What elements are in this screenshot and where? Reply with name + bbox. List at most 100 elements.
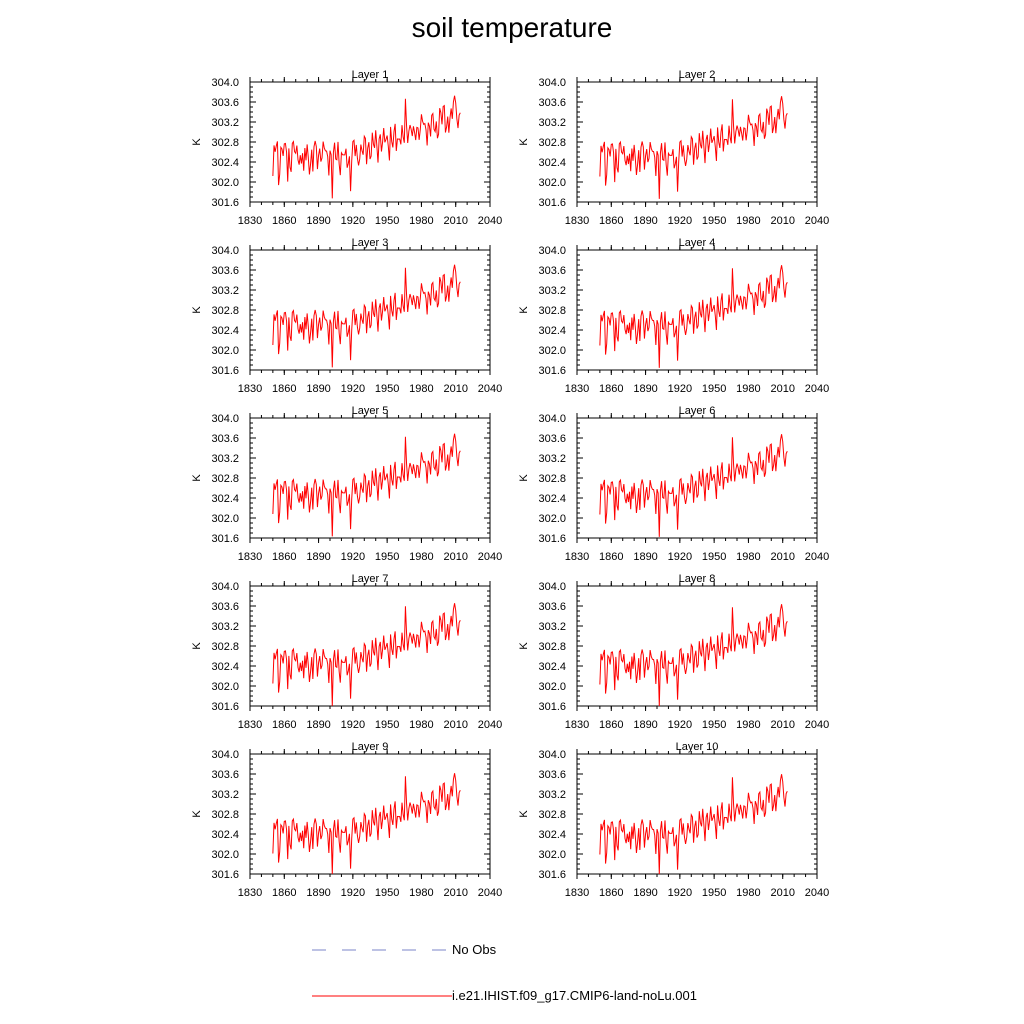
x-tick-label: 1950 xyxy=(702,719,726,731)
y-axis-label: K xyxy=(518,642,530,650)
y-tick-label: 301.6 xyxy=(211,869,239,881)
x-tick-label: 1920 xyxy=(341,719,365,731)
plot-frame xyxy=(576,585,818,707)
y-tick-label: 302.0 xyxy=(211,345,239,357)
y-tick-label: 302.0 xyxy=(211,177,239,189)
x-tick-label: 1920 xyxy=(668,215,692,227)
y-tick-label: 303.2 xyxy=(211,621,239,633)
x-tick-label: 2010 xyxy=(443,383,467,395)
x-tick-label: 1860 xyxy=(599,551,623,563)
y-tick-label: 301.6 xyxy=(538,533,566,545)
panel-title: Layer 10 xyxy=(676,741,719,753)
y-tick-label: 302.4 xyxy=(538,661,566,673)
y-tick-label: 303.2 xyxy=(211,453,239,465)
x-tick-label: 1890 xyxy=(633,887,657,899)
panel-layer-4: Layer 4 301.6 302.0 302.4 302.8 303.2 303.6 304… xyxy=(518,237,829,395)
y-tick-label: 302.4 xyxy=(211,661,239,673)
y-tick-label: 303.2 xyxy=(211,117,239,129)
x-tick-label: 1980 xyxy=(409,383,433,395)
x-tick-label: 1830 xyxy=(238,887,262,899)
x-tick-label: 1950 xyxy=(702,383,726,395)
series-line xyxy=(272,773,461,875)
x-tick-label: 2010 xyxy=(770,551,794,563)
x-tick-label: 1950 xyxy=(702,551,726,563)
x-tick-label: 2010 xyxy=(443,887,467,899)
series-line xyxy=(599,265,788,368)
legend-no-obs-line xyxy=(312,949,452,951)
panel-layer-8: Layer 8 301.6 302.0 302.4 302.8 303.2 303.6 304… xyxy=(518,573,829,731)
y-axis-label: K xyxy=(518,474,530,482)
panel-title: Layer 6 xyxy=(679,405,716,417)
y-tick-label: 302.0 xyxy=(538,681,566,693)
y-tick-label: 303.2 xyxy=(538,453,566,465)
y-tick-label: 301.6 xyxy=(538,701,566,713)
y-tick-label: 303.6 xyxy=(211,97,239,109)
y-tick-label: 302.0 xyxy=(538,345,566,357)
y-tick-label: 301.6 xyxy=(538,869,566,881)
y-tick-label: 302.4 xyxy=(538,829,566,841)
y-tick-label: 303.2 xyxy=(211,789,239,801)
x-tick-label: 2040 xyxy=(805,887,829,899)
y-tick-label: 302.8 xyxy=(538,641,566,653)
plot-frame xyxy=(576,753,818,875)
y-tick-label: 301.6 xyxy=(538,365,566,377)
plot-frame xyxy=(249,753,491,875)
x-tick-label: 1950 xyxy=(375,551,399,563)
x-tick-label: 1980 xyxy=(409,887,433,899)
legend-no-obs-label: No Obs xyxy=(452,942,497,957)
x-tick-label: 1830 xyxy=(565,551,589,563)
panel-title: Layer 5 xyxy=(352,405,389,417)
y-tick-label: 302.8 xyxy=(538,809,566,821)
x-tick-label: 1860 xyxy=(272,887,296,899)
y-tick-label: 302.8 xyxy=(211,305,239,317)
x-tick-label: 2010 xyxy=(443,551,467,563)
y-tick-label: 304.0 xyxy=(211,413,239,425)
y-tick-label: 303.2 xyxy=(211,285,239,297)
y-tick-label: 304.0 xyxy=(538,749,566,761)
y-tick-label: 302.4 xyxy=(211,829,239,841)
x-tick-label: 1950 xyxy=(702,215,726,227)
x-tick-label: 2010 xyxy=(770,719,794,731)
x-tick-label: 1860 xyxy=(272,551,296,563)
y-tick-label: 303.6 xyxy=(211,601,239,613)
y-axis-label: K xyxy=(191,138,203,146)
x-tick-label: 2040 xyxy=(478,887,502,899)
y-tick-label: 302.8 xyxy=(211,137,239,149)
x-tick-label: 1890 xyxy=(633,719,657,731)
x-tick-label: 1920 xyxy=(668,719,692,731)
series-line xyxy=(599,434,788,537)
y-tick-label: 303.6 xyxy=(538,433,566,445)
y-tick-label: 304.0 xyxy=(538,581,566,593)
x-tick-label: 1830 xyxy=(238,551,262,563)
y-tick-label: 303.2 xyxy=(538,285,566,297)
y-tick-label: 303.6 xyxy=(211,769,239,781)
x-tick-label: 1890 xyxy=(306,383,330,395)
x-tick-label: 1980 xyxy=(736,887,760,899)
y-tick-label: 301.6 xyxy=(211,197,239,209)
x-tick-label: 2040 xyxy=(805,719,829,731)
legend-model-label: i.e21.IHIST.f09_g17.CMIP6-land-noLu.001 xyxy=(452,988,697,1003)
y-tick-label: 304.0 xyxy=(538,413,566,425)
y-tick-label: 302.0 xyxy=(211,849,239,861)
x-tick-label: 1920 xyxy=(668,383,692,395)
x-tick-label: 2010 xyxy=(770,215,794,227)
y-tick-label: 302.8 xyxy=(211,809,239,821)
x-tick-label: 1950 xyxy=(375,215,399,227)
y-tick-label: 304.0 xyxy=(211,749,239,761)
y-tick-label: 304.0 xyxy=(538,77,566,89)
chart-title: soil temperature xyxy=(411,12,613,43)
y-tick-label: 302.4 xyxy=(538,493,566,505)
panel-layer-1: Layer 1 301.6 302.0 302.4 302.8 303.2 303.6 304… xyxy=(191,69,502,227)
y-axis-label: K xyxy=(191,642,203,650)
y-tick-label: 302.8 xyxy=(538,305,566,317)
x-tick-label: 1950 xyxy=(375,887,399,899)
series-line xyxy=(272,433,461,537)
x-tick-label: 2040 xyxy=(478,719,502,731)
panel-layer-7: Layer 7 301.6 302.0 302.4 302.8 303.2 303.6 304… xyxy=(191,573,502,731)
series-line xyxy=(599,604,788,707)
y-tick-label: 303.2 xyxy=(538,117,566,129)
x-tick-label: 2010 xyxy=(443,215,467,227)
x-tick-label: 2010 xyxy=(443,719,467,731)
x-tick-label: 1890 xyxy=(306,887,330,899)
